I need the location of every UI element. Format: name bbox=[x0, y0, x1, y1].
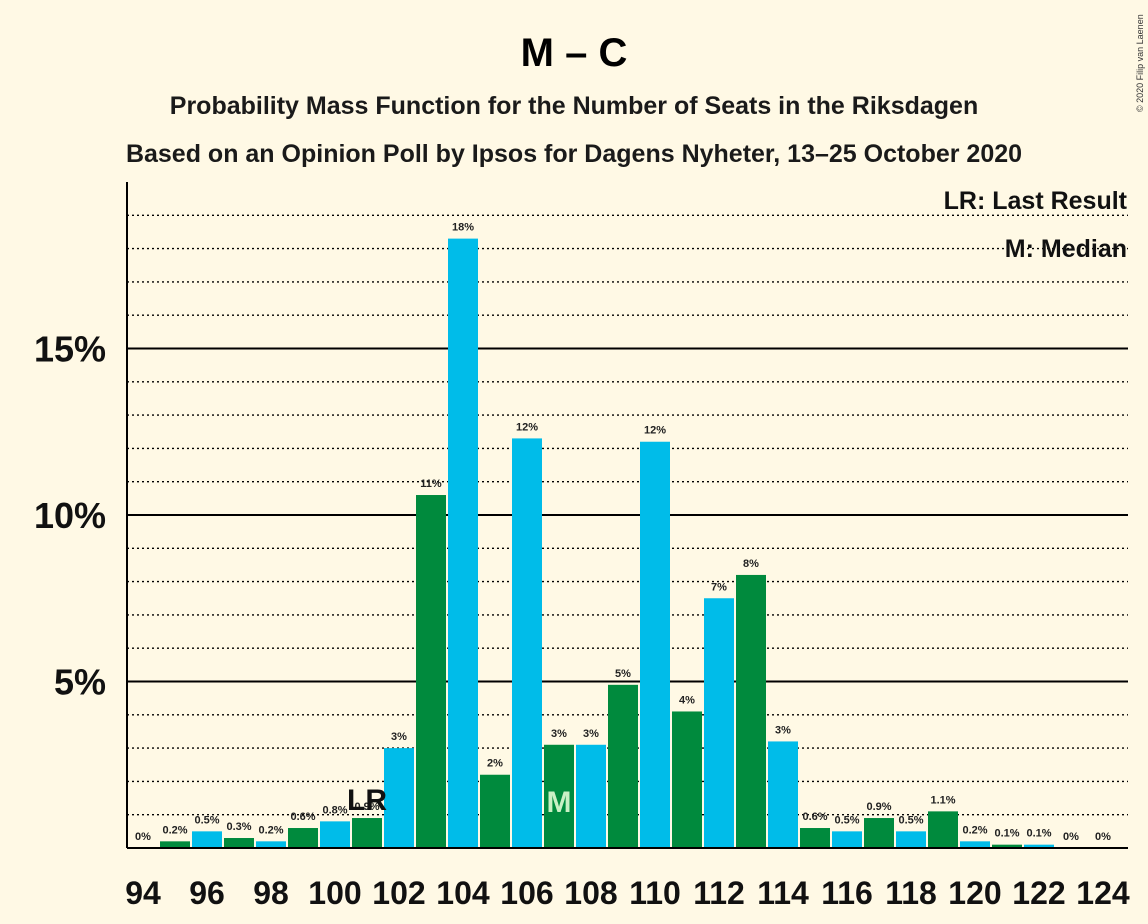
bar-113 bbox=[736, 574, 766, 848]
x-tick-label: 102 bbox=[372, 875, 425, 911]
bars bbox=[160, 238, 1054, 849]
chart-title: M – C bbox=[521, 31, 628, 75]
markers: LR M bbox=[347, 784, 572, 819]
bar-104 bbox=[448, 238, 478, 849]
x-tick-label: 118 bbox=[885, 875, 937, 911]
data-label-114: 3% bbox=[775, 724, 791, 736]
data-label-116: 0.5% bbox=[834, 814, 859, 826]
data-label-117: 0.9% bbox=[866, 801, 891, 813]
bar-110 bbox=[640, 441, 670, 848]
data-label-124: 0% bbox=[1095, 831, 1111, 843]
bar-119 bbox=[928, 811, 958, 848]
bar-120 bbox=[960, 841, 990, 848]
bar-103 bbox=[416, 495, 446, 848]
median-marker: M bbox=[547, 786, 572, 819]
data-label-107: 3% bbox=[551, 728, 567, 740]
data-label-94: 0% bbox=[135, 831, 151, 843]
x-tick-label: 104 bbox=[436, 875, 490, 911]
data-label-104: 18% bbox=[452, 222, 474, 234]
bar-111 bbox=[672, 711, 702, 848]
bar-106 bbox=[512, 438, 542, 848]
last-result-marker: LR bbox=[347, 784, 387, 817]
grid-lines bbox=[127, 214, 1128, 816]
legend-median: M: Median bbox=[1005, 235, 1127, 263]
data-label-103: 11% bbox=[420, 478, 442, 490]
legend-last-result: LR: Last Result bbox=[944, 187, 1128, 215]
copyright: © 2020 Filip van Laenen bbox=[1135, 14, 1145, 112]
bar-118 bbox=[896, 831, 926, 848]
x-tick-label: 100 bbox=[308, 875, 361, 911]
chart-subtitle-1: Probability Mass Function for the Number… bbox=[170, 92, 978, 120]
data-label-108: 3% bbox=[583, 728, 599, 740]
bar-112 bbox=[704, 598, 734, 848]
data-label-102: 3% bbox=[391, 731, 407, 743]
bar-100 bbox=[320, 821, 350, 848]
data-label-119: 1.1% bbox=[930, 794, 955, 806]
data-label-95: 0.2% bbox=[162, 824, 187, 836]
bar-97 bbox=[224, 838, 254, 848]
x-tick-label: 120 bbox=[948, 875, 1001, 911]
bar-109 bbox=[608, 684, 638, 848]
data-label-101: 0.9% bbox=[354, 801, 379, 813]
bar-108 bbox=[576, 744, 606, 848]
bar-117 bbox=[864, 818, 894, 848]
data-label-118: 0.5% bbox=[898, 814, 923, 826]
x-axis-ticks: 94 96 98 100 102 104 106 108 110 112 114 116 118 120 1… bbox=[125, 875, 1130, 911]
x-tick-label: 122 bbox=[1012, 875, 1065, 911]
data-label-121: 0.1% bbox=[994, 828, 1019, 840]
data-label-113: 8% bbox=[743, 558, 759, 570]
bar-96 bbox=[192, 831, 222, 848]
bar-115 bbox=[800, 828, 830, 848]
bar-102 bbox=[384, 748, 414, 848]
bar-121 bbox=[992, 844, 1022, 848]
bar-116 bbox=[832, 831, 862, 848]
data-label-123: 0% bbox=[1063, 831, 1079, 843]
data-label-99: 0.6% bbox=[290, 811, 315, 823]
bar-99 bbox=[288, 828, 318, 848]
x-tick-label: 96 bbox=[189, 875, 225, 911]
bar-105 bbox=[480, 774, 510, 848]
data-label-122: 0.1% bbox=[1026, 828, 1051, 840]
data-label-109: 5% bbox=[615, 668, 631, 680]
data-label-106: 12% bbox=[516, 421, 538, 433]
x-tick-label: 116 bbox=[821, 875, 873, 911]
bar-122 bbox=[1024, 844, 1054, 848]
x-tick-label: 114 bbox=[757, 875, 809, 911]
x-tick-label: 98 bbox=[253, 875, 289, 911]
x-tick-label: 108 bbox=[564, 875, 617, 911]
x-tick-label: 94 bbox=[125, 875, 161, 911]
data-label-120: 0.2% bbox=[962, 824, 987, 836]
data-label-110: 12% bbox=[644, 425, 666, 437]
data-label-105: 2% bbox=[487, 758, 503, 770]
data-label-96: 0.5% bbox=[194, 814, 219, 826]
x-tick-label: 106 bbox=[500, 875, 553, 911]
data-label-100: 0.8% bbox=[322, 804, 347, 816]
data-label-97: 0.3% bbox=[226, 821, 251, 833]
x-tick-label: 124 bbox=[1076, 875, 1130, 911]
bar-101 bbox=[352, 818, 382, 848]
data-label-112: 7% bbox=[711, 581, 727, 593]
y-tick-label: 5% bbox=[54, 662, 106, 703]
x-tick-label: 110 bbox=[629, 875, 681, 911]
data-label-98: 0.2% bbox=[258, 824, 283, 836]
data-label-111: 4% bbox=[679, 694, 695, 706]
bar-95 bbox=[160, 841, 190, 848]
bar-98 bbox=[256, 841, 286, 848]
bar-107 bbox=[544, 744, 574, 848]
chart-subtitle-2: Based on an Opinion Poll by Ipsos for Da… bbox=[126, 140, 1022, 168]
y-tick-label: 15% bbox=[34, 329, 106, 370]
y-tick-label: 10% bbox=[34, 495, 106, 536]
data-labels: 0% 0.2% 0.5% 0.3% 0.2% 0.6% 0.8% 0.9% 3% 11% 18% 2%… bbox=[135, 222, 1111, 843]
bar-114 bbox=[768, 741, 798, 848]
y-axis-ticks: 5% 10% 15% bbox=[34, 329, 106, 703]
data-label-115: 0.6% bbox=[802, 811, 827, 823]
x-tick-label: 112 bbox=[693, 875, 745, 911]
